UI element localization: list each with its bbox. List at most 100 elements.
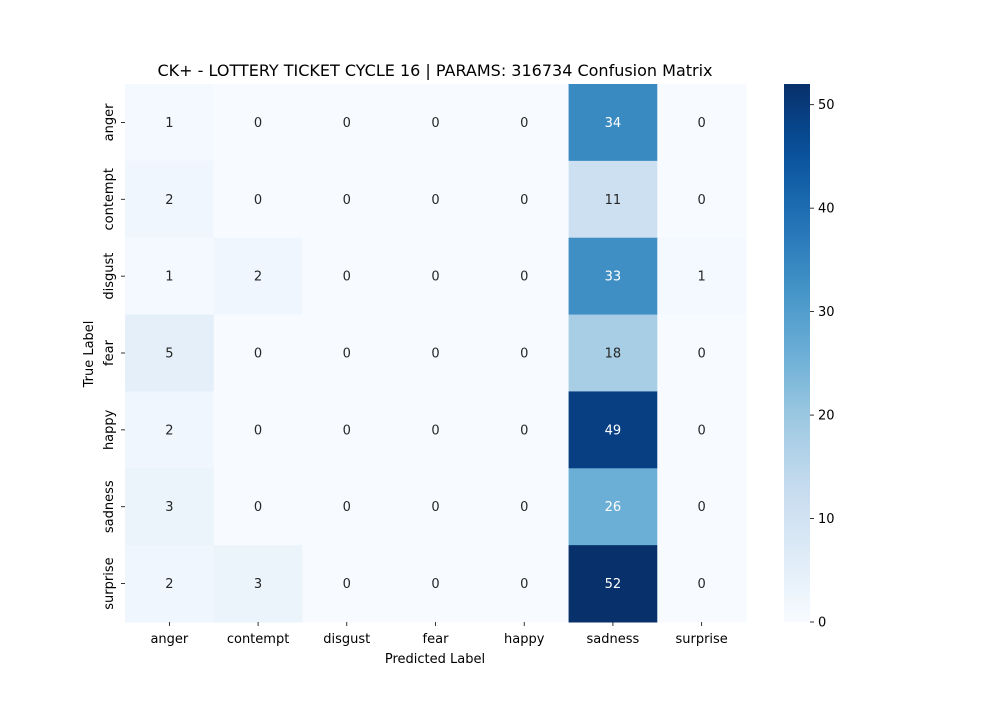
cell-value-label: 2 xyxy=(165,423,173,438)
heatmap-cell-contempt-sadness xyxy=(568,160,658,239)
cell-value-label: 0 xyxy=(520,347,528,362)
y-axis: anger contempt disgust fear happy sadness surp… xyxy=(102,103,125,610)
heatmap-cell-anger-fear xyxy=(391,84,481,162)
heatmap-cell-sadness-anger xyxy=(125,468,215,546)
heatmap-cell-happy-happy xyxy=(479,391,570,469)
cell-value-label: 18 xyxy=(605,347,622,362)
colorbar-tick-label: 40 xyxy=(818,202,835,217)
colorbar-gradient xyxy=(784,84,810,622)
colorbar-tick-label: 50 xyxy=(818,98,835,113)
cell-value-label: 49 xyxy=(605,423,622,438)
colorbar-tick-label: 10 xyxy=(818,512,835,527)
y-tick-label: happy xyxy=(102,409,117,450)
heatmap-cell-sadness-fear xyxy=(391,468,481,546)
cell-value-label: 0 xyxy=(254,116,262,131)
heatmap-cell-disgust-contempt xyxy=(213,237,303,316)
cell-value-label: 3 xyxy=(165,500,173,515)
cell-value-label: 0 xyxy=(431,193,439,208)
chart-title: CK+ - LOTTERY TICKET CYCLE 16 | PARAMS: … xyxy=(157,61,712,80)
colorbar-tick-label: 0 xyxy=(818,616,826,631)
x-axis-label: Predicted Label xyxy=(385,652,485,667)
cell-value-label: 0 xyxy=(698,116,706,131)
x-tick-label: fear xyxy=(423,632,450,647)
heatmap-cell-happy-surprise xyxy=(657,391,747,469)
cell-value-label: 1 xyxy=(698,270,706,285)
cell-value-label: 0 xyxy=(698,500,706,515)
cell-value-label: 0 xyxy=(254,500,262,515)
cell-value-label: 0 xyxy=(698,347,706,362)
heatmap-cell-happy-contempt xyxy=(213,391,303,469)
heatmap-cell-sadness-disgust xyxy=(302,468,392,546)
cell-value-label: 0 xyxy=(254,347,262,362)
heatmap-cells xyxy=(125,84,747,623)
y-tick-label: sadness xyxy=(102,480,117,533)
cell-value-label: 34 xyxy=(605,116,622,131)
heatmap-cell-fear-fear xyxy=(391,314,481,392)
cell-value-label: 1 xyxy=(165,270,173,285)
cell-value-label: 52 xyxy=(605,577,622,592)
x-tick-label: sadness xyxy=(587,632,640,647)
heatmap-cell-surprise-anger xyxy=(125,545,215,623)
cell-value-label: 0 xyxy=(431,423,439,438)
cell-value-label: 0 xyxy=(343,270,351,285)
heatmap-cell-surprise-sadness xyxy=(568,545,658,623)
cell-value-label: 0 xyxy=(698,577,706,592)
heatmap-cell-anger-anger xyxy=(125,84,215,162)
cell-value-label: 0 xyxy=(343,577,351,592)
x-tick-label: anger xyxy=(150,632,188,647)
cell-value-label: 0 xyxy=(343,116,351,131)
x-tick-label: happy xyxy=(504,632,545,647)
heatmap-cell-labels: 1 0 0 0 0 34 02 0 0 0 0 11 01 2 0 0 0 33 15 0 0 0 0 18 02 0 0 0 0 49 0… xyxy=(165,116,706,592)
y-tick-label: anger xyxy=(102,103,117,141)
heatmap-cell-fear-surprise xyxy=(657,314,747,392)
heatmap-cell-contempt-contempt xyxy=(213,160,303,239)
heatmap-cell-anger-contempt xyxy=(213,84,303,162)
cell-value-label: 0 xyxy=(431,270,439,285)
heatmap-cell-contempt-fear xyxy=(391,160,481,239)
heatmap-cell-disgust-happy xyxy=(479,237,570,316)
cell-value-label: 0 xyxy=(431,116,439,131)
heatmap-cell-fear-happy xyxy=(479,314,570,392)
colorbar: 0 10 20 30 40 50 xyxy=(784,84,835,631)
cell-value-label: 0 xyxy=(520,577,528,592)
cell-value-label: 0 xyxy=(431,577,439,592)
y-axis-label: True Label xyxy=(82,321,97,389)
heatmap-cell-surprise-fear xyxy=(391,545,481,623)
x-tick-label: surprise xyxy=(675,632,727,647)
heatmap-cell-happy-fear xyxy=(391,391,481,469)
heatmap-cell-disgust-disgust xyxy=(302,237,392,316)
heatmap-cell-sadness-happy xyxy=(479,468,570,546)
cell-value-label: 0 xyxy=(698,193,706,208)
heatmap-cell-fear-sadness xyxy=(568,314,658,392)
cell-value-label: 2 xyxy=(165,577,173,592)
cell-value-label: 11 xyxy=(605,193,622,208)
heatmap-cell-anger-disgust xyxy=(302,84,392,162)
cell-value-label: 0 xyxy=(343,347,351,362)
cell-value-label: 0 xyxy=(343,193,351,208)
heatmap-cell-sadness-contempt xyxy=(213,468,303,546)
y-tick-label: disgust xyxy=(102,253,117,300)
heatmap-cell-contempt-anger xyxy=(125,160,215,239)
cell-value-label: 26 xyxy=(605,500,622,515)
cell-value-label: 0 xyxy=(254,423,262,438)
cell-value-label: 0 xyxy=(431,347,439,362)
cell-value-label: 0 xyxy=(520,423,528,438)
heatmap-cell-sadness-sadness xyxy=(568,468,658,546)
cell-value-label: 0 xyxy=(520,193,528,208)
cell-value-label: 0 xyxy=(520,500,528,515)
cell-value-label: 0 xyxy=(520,116,528,131)
x-axis: anger contempt disgust fear happy sadness surp… xyxy=(150,622,728,647)
cell-value-label: 3 xyxy=(254,577,262,592)
cell-value-label: 0 xyxy=(520,270,528,285)
heatmap-cell-fear-disgust xyxy=(302,314,392,392)
heatmap-cell-disgust-fear xyxy=(391,237,481,316)
cell-value-label: 0 xyxy=(254,193,262,208)
heatmap-cell-happy-sadness xyxy=(568,391,658,469)
heatmap-cell-surprise-contempt xyxy=(213,545,303,623)
cell-value-label: 0 xyxy=(431,500,439,515)
cell-value-label: 2 xyxy=(165,193,173,208)
heatmap-cell-anger-happy xyxy=(479,84,570,162)
heatmap-cell-happy-disgust xyxy=(302,391,392,469)
heatmap-cell-disgust-anger xyxy=(125,237,215,316)
y-tick-label: fear xyxy=(102,339,117,366)
